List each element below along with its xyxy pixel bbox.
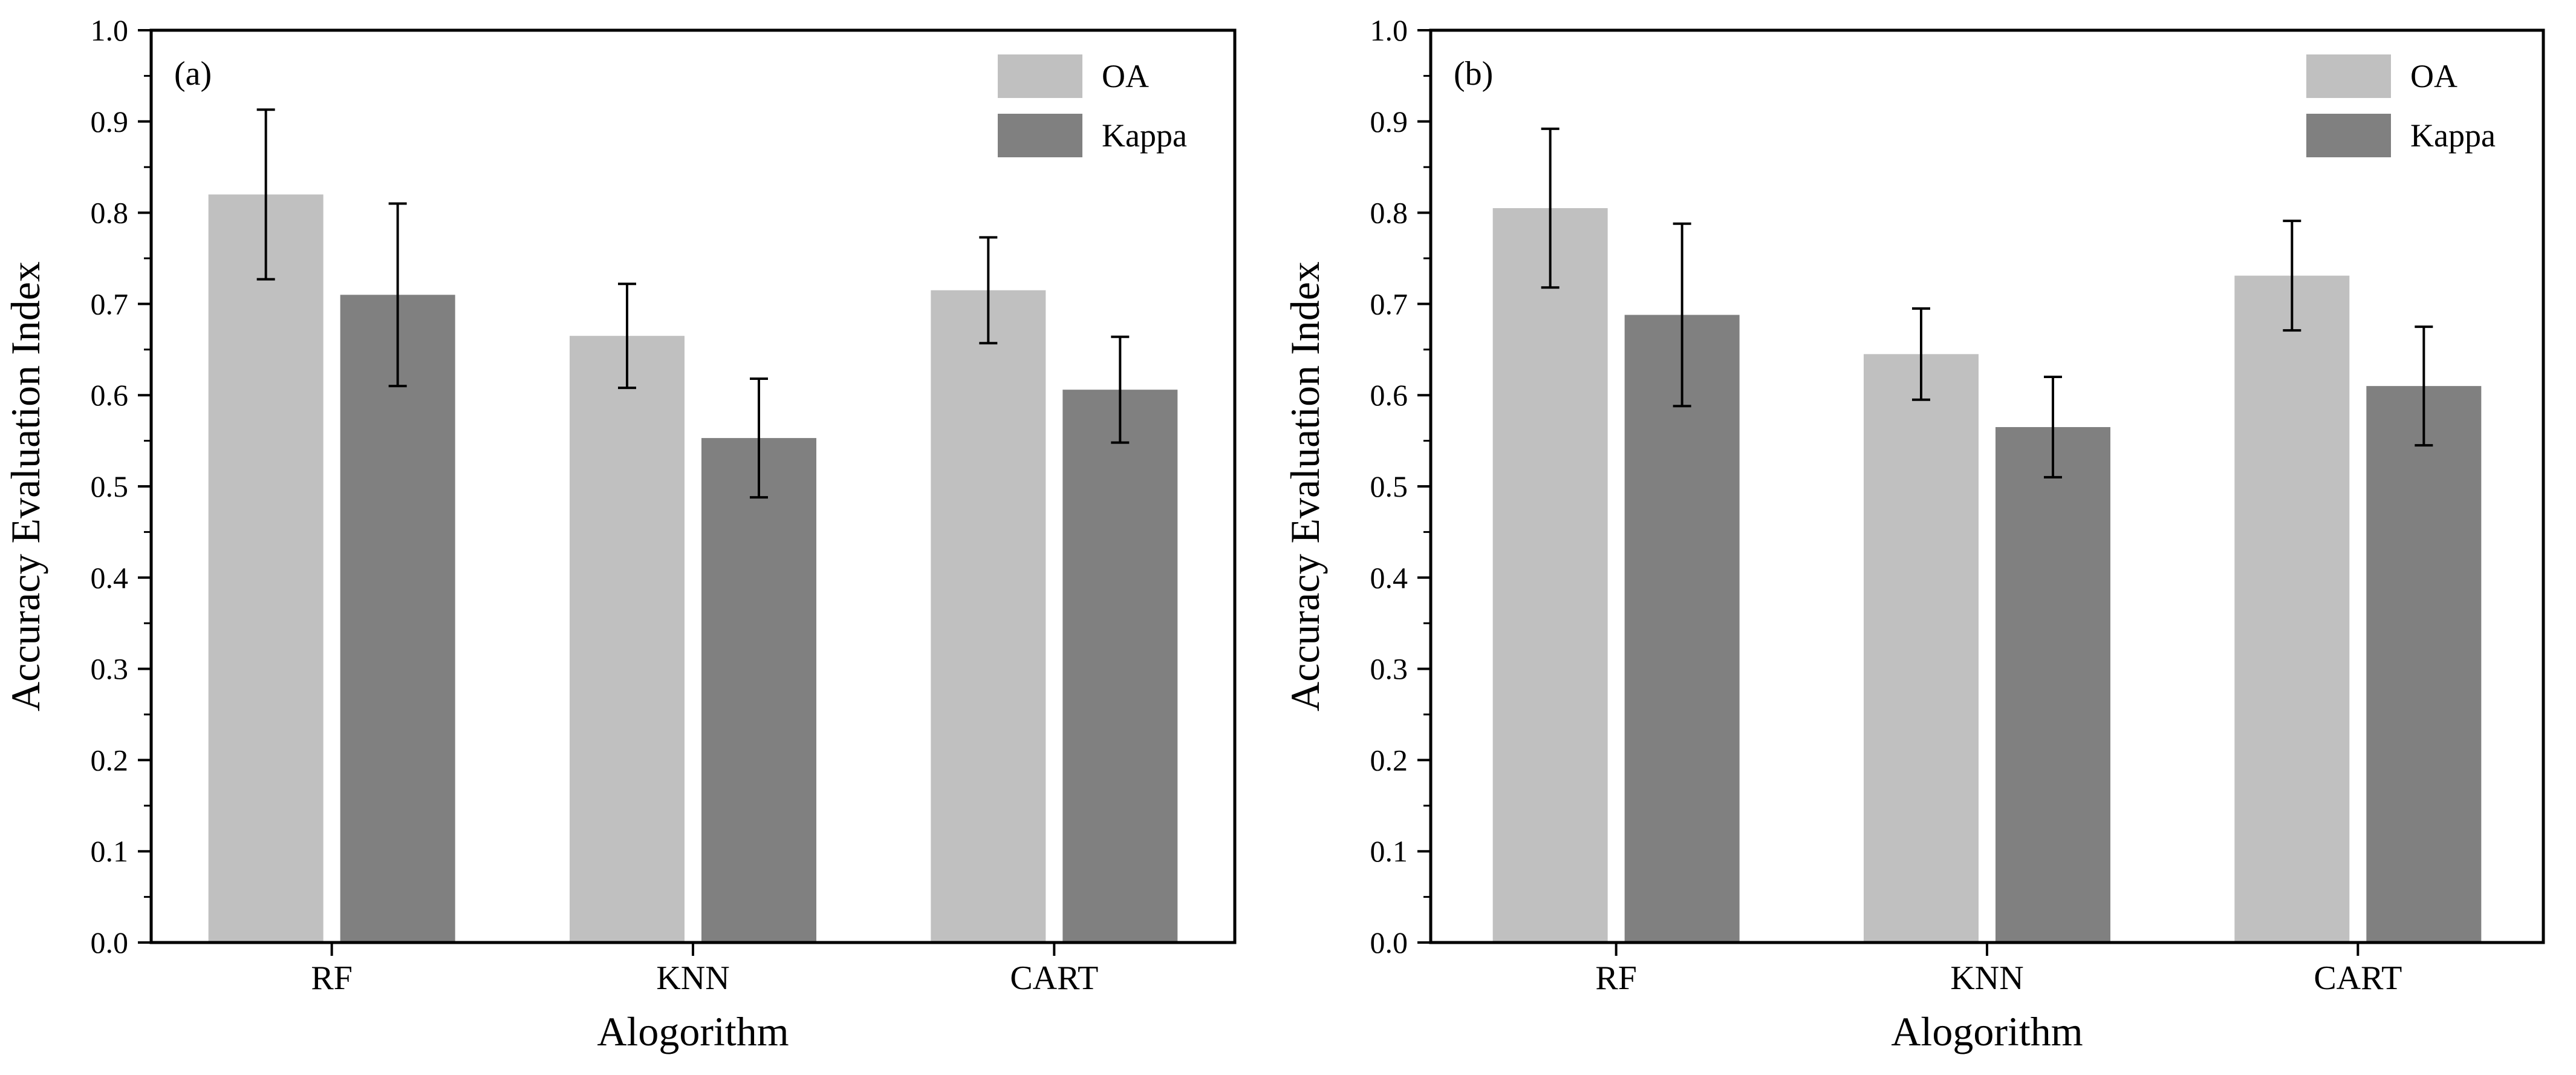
chart-panel-b: 0.0 0.1 0.2 0.3 0.4 0.5 0.6 0.7 0.8 0.9 1.0 RF KNN CA…	[1282, 13, 2545, 1054]
y-tick-label: 0.4	[1370, 561, 1408, 595]
bar-kappa-cart	[2366, 386, 2482, 943]
y-tick-label: 1.0	[91, 13, 129, 47]
y-tick-label: 0.8	[91, 196, 129, 230]
panel-label: (a)	[174, 55, 212, 93]
y-tick-label: 0.1	[1370, 834, 1408, 868]
y-axis-title: Accuracy Evaluation Index	[2, 261, 48, 711]
y-tick-label: 0.1	[91, 834, 129, 868]
bar-kappa-knn	[701, 438, 816, 943]
x-axis-title: Alogorithm	[597, 1008, 789, 1054]
error-bar-kappa-rf	[1673, 222, 1691, 408]
legend: OA Kappa	[2306, 54, 2496, 157]
y-axis-title: Accuracy Evaluation Index	[1282, 261, 1328, 711]
y-tick-label: 0.3	[1370, 652, 1408, 686]
x-tick-label: CART	[2314, 959, 2402, 997]
error-bar-oa-knn	[1912, 307, 1930, 401]
y-tick-label: 0.8	[1370, 196, 1408, 230]
legend-swatch-kappa	[998, 114, 1082, 157]
error-bar-oa-knn	[618, 283, 636, 390]
panel-label: (b)	[1454, 55, 1493, 93]
error-bar-kappa-rf	[388, 202, 407, 388]
legend-label-oa: OA	[1102, 58, 1149, 94]
x-tick-label: RF	[311, 959, 353, 997]
legend-label-kappa: Kappa	[1102, 117, 1187, 154]
x-tick-label: KNN	[1950, 959, 2023, 997]
error-bar-oa-cart	[979, 236, 998, 345]
y-tick-label: 0.5	[1370, 469, 1408, 503]
legend-swatch-kappa	[2306, 114, 2391, 157]
error-bar-oa-rf	[1541, 127, 1560, 289]
bar-kappa-rf	[1624, 315, 1740, 943]
error-bar-kappa-knn	[750, 377, 768, 499]
bar-oa-knn	[1864, 354, 1979, 943]
y-tick-label: 0.9	[91, 105, 129, 139]
bar-oa-cart	[2234, 275, 2350, 943]
legend-swatch-oa	[2306, 54, 2391, 98]
bar-kappa-knn	[1995, 426, 2110, 943]
bar-oa-rf	[1492, 208, 1608, 943]
legend: OA Kappa	[998, 54, 1187, 157]
legend-swatch-oa	[998, 54, 1082, 98]
error-bar-oa-cart	[2283, 220, 2301, 332]
bar-kappa-cart	[1062, 390, 1178, 943]
y-tick-label: 0.2	[91, 743, 129, 777]
legend-label-kappa: Kappa	[2410, 117, 2496, 154]
x-axis-title: Alogorithm	[1891, 1008, 2083, 1054]
x-tick-label: KNN	[656, 959, 729, 997]
y-tick-label: 0.6	[1370, 378, 1408, 412]
y-tick-label: 0.0	[91, 926, 129, 959]
bar-kappa-rf	[340, 295, 455, 943]
y-tick-label: 0.7	[1370, 287, 1408, 321]
x-tick-label: CART	[1010, 959, 1098, 997]
bar-oa-cart	[931, 290, 1046, 943]
y-tick-label: 0.6	[91, 378, 129, 412]
bar-oa-knn	[570, 336, 685, 943]
error-bar-oa-rf	[256, 108, 275, 281]
y-tick-label: 0.3	[91, 652, 129, 686]
x-tick-label: RF	[1595, 959, 1637, 997]
error-bar-kappa-knn	[2044, 376, 2062, 479]
y-tick-label: 0.0	[1370, 926, 1408, 959]
y-tick-label: 0.9	[1370, 105, 1408, 139]
chart-panel-a: 0.0 0.1 0.2 0.3 0.4 0.5 0.6 0.7 0.8 0.9 1.0 RF KNN CA…	[2, 13, 1237, 1054]
bar-oa-rf	[208, 194, 324, 943]
legend-label-oa: OA	[2410, 58, 2457, 94]
y-tick-label: 0.2	[1370, 743, 1408, 777]
y-tick-label: 0.7	[91, 287, 129, 321]
error-bar-kappa-cart	[1111, 335, 1130, 444]
y-tick-label: 0.5	[91, 469, 129, 503]
y-tick-label: 1.0	[1370, 13, 1408, 47]
y-tick-label: 0.4	[91, 561, 129, 595]
error-bar-kappa-cart	[2415, 325, 2433, 447]
